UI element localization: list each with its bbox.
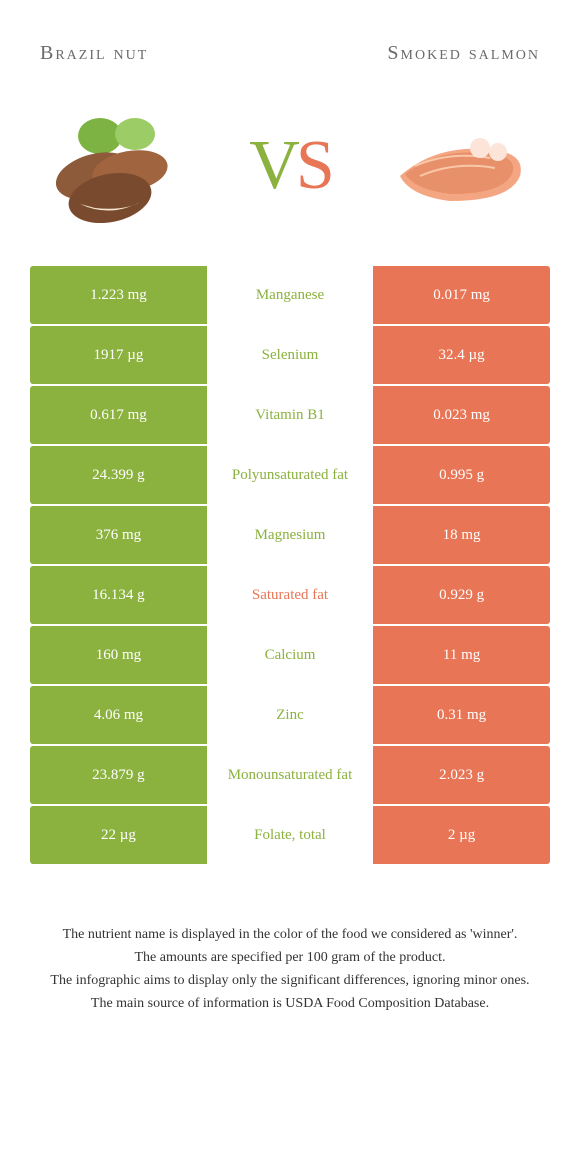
value-left: 4.06 mg [30, 686, 207, 744]
value-right: 2.023 g [373, 746, 550, 804]
title-right: Smoked salmon [316, 40, 550, 66]
value-left: 1917 µg [30, 326, 207, 384]
brazil-nut-image [40, 106, 200, 226]
value-left: 22 µg [30, 806, 207, 864]
nutrient-name: Magnesium [207, 506, 373, 564]
value-left: 16.134 g [30, 566, 207, 624]
nutrient-name: Monounsaturated fat [207, 746, 373, 804]
title-left: Brazil nut [30, 42, 264, 65]
nutrient-name: Folate, total [207, 806, 373, 864]
value-left: 160 mg [30, 626, 207, 684]
salmon-image [380, 106, 540, 226]
value-right: 0.929 g [373, 566, 550, 624]
value-left: 23.879 g [30, 746, 207, 804]
nutrient-name: Selenium [207, 326, 373, 384]
value-right: 0.023 mg [373, 386, 550, 444]
table-row: 0.617 mgVitamin B10.023 mg [30, 386, 550, 444]
vs-s: S [296, 127, 331, 204]
nutrient-name: Manganese [207, 266, 373, 324]
nutrient-name: Calcium [207, 626, 373, 684]
footnote-line: The nutrient name is displayed in the co… [50, 924, 530, 945]
table-row: 376 mgMagnesium18 mg [30, 506, 550, 564]
table-row: 4.06 mgZinc0.31 mg [30, 686, 550, 744]
title-row: Brazil nut Smoked salmon [30, 40, 550, 66]
value-left: 0.617 mg [30, 386, 207, 444]
footnote-line: The infographic aims to display only the… [50, 970, 530, 991]
vs-v: V [249, 127, 296, 204]
nutrient-name: Zinc [207, 686, 373, 744]
table-row: 1.223 mgManganese0.017 mg [30, 266, 550, 324]
nutrient-name: Saturated fat [207, 566, 373, 624]
hero-row: VS [30, 106, 550, 226]
table-row: 16.134 gSaturated fat0.929 g [30, 566, 550, 624]
infographic-container: Brazil nut Smoked salmon VS [0, 0, 580, 1036]
table-row: 22 µgFolate, total2 µg [30, 806, 550, 864]
nutrient-name: Polyunsaturated fat [207, 446, 373, 504]
footnotes: The nutrient name is displayed in the co… [30, 924, 550, 1014]
table-row: 24.399 gPolyunsaturated fat0.995 g [30, 446, 550, 504]
table-row: 23.879 gMonounsaturated fat2.023 g [30, 746, 550, 804]
value-left: 24.399 g [30, 446, 207, 504]
footnote-line: The main source of information is USDA F… [50, 993, 530, 1014]
vs-label: VS [249, 126, 331, 206]
value-right: 2 µg [373, 806, 550, 864]
value-right: 0.017 mg [373, 266, 550, 324]
value-right: 32.4 µg [373, 326, 550, 384]
comparison-table: 1.223 mgManganese0.017 mg1917 µgSelenium… [30, 266, 550, 864]
table-row: 160 mgCalcium11 mg [30, 626, 550, 684]
value-left: 1.223 mg [30, 266, 207, 324]
footnote-line: The amounts are specified per 100 gram o… [50, 947, 530, 968]
value-left: 376 mg [30, 506, 207, 564]
table-row: 1917 µgSelenium32.4 µg [30, 326, 550, 384]
value-right: 18 mg [373, 506, 550, 564]
nutrient-name: Vitamin B1 [207, 386, 373, 444]
value-right: 11 mg [373, 626, 550, 684]
value-right: 0.31 mg [373, 686, 550, 744]
value-right: 0.995 g [373, 446, 550, 504]
